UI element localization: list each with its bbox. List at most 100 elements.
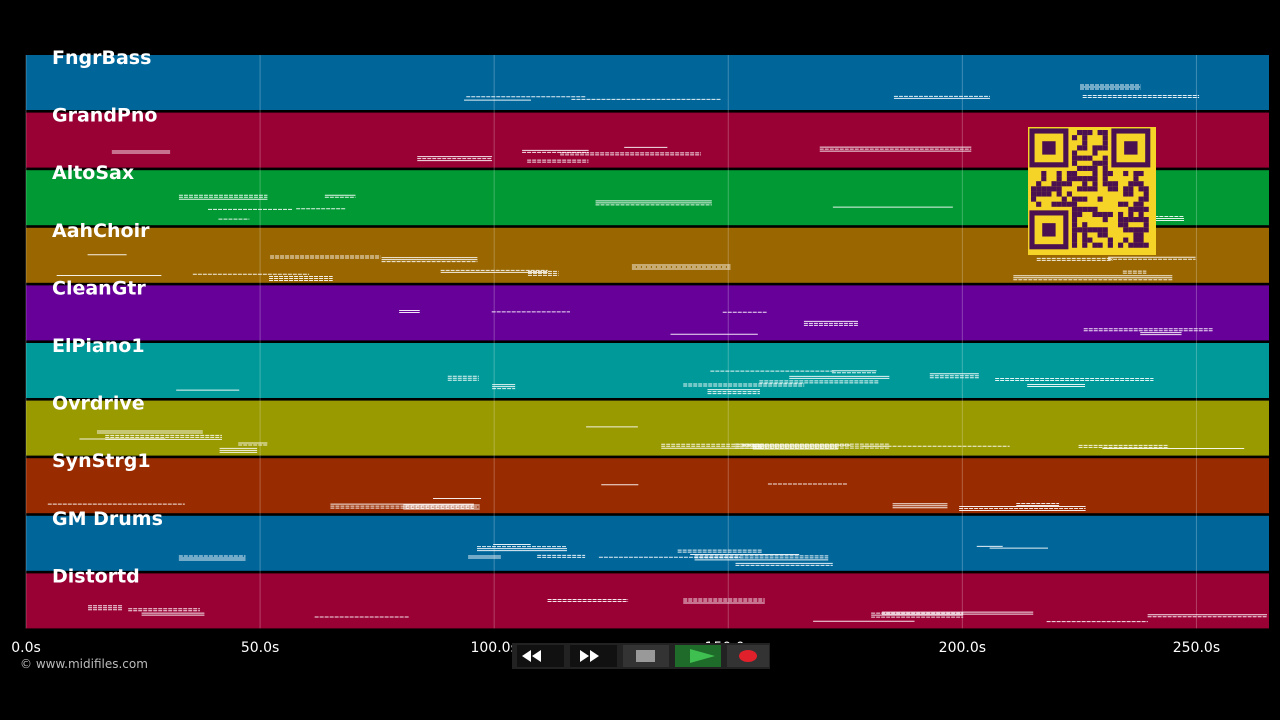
qr-cell [1041, 191, 1047, 197]
qr-cell [1123, 217, 1129, 223]
qr-cell [1102, 181, 1108, 187]
qr-cell [1077, 130, 1083, 136]
grid [25, 55, 1197, 629]
qr-cell [1128, 191, 1134, 197]
qr-cell [1036, 186, 1042, 192]
qr-cell [1138, 227, 1144, 233]
qr-cell [1128, 242, 1134, 248]
qr-cell [1087, 227, 1093, 233]
qr-cell [1097, 145, 1103, 151]
qr-cell [1128, 186, 1134, 192]
qr-cell [1143, 186, 1149, 192]
tick-label: 250.0s [1173, 640, 1220, 656]
qr-cell [1102, 140, 1108, 146]
tick-label: 0.0s [11, 640, 41, 656]
transport [512, 643, 770, 669]
qr-cell [1082, 242, 1088, 248]
qr-cell [1102, 176, 1108, 182]
qr-cell [1133, 201, 1139, 207]
qr-finder [1029, 128, 1069, 168]
qr-cell [1056, 201, 1062, 207]
qr-cell [1112, 186, 1119, 192]
qr-cell [1077, 145, 1083, 151]
qr-cell [1082, 145, 1088, 151]
qr-cell [1077, 227, 1083, 233]
qr-cell [1056, 170, 1062, 177]
qr-cell [1061, 196, 1067, 202]
qr-cell [1097, 196, 1103, 202]
qr-cell [1071, 206, 1078, 212]
qr-cell [1082, 227, 1088, 233]
play-icon [690, 649, 715, 663]
qr-cell [1071, 135, 1078, 141]
qr-cell [1082, 135, 1088, 141]
qr-cell [1123, 227, 1129, 233]
qr-cell [1133, 217, 1139, 223]
track-label: GM Drums [52, 508, 163, 530]
qr-cell [1138, 237, 1144, 243]
qr-cell [1056, 186, 1062, 192]
qr-cell [1143, 206, 1149, 212]
labels: FngrBass GrandPno AltoSax AahChoir CleanGtr E… [52, 47, 163, 587]
qr-cell [1066, 170, 1072, 177]
qr-cell [1082, 181, 1088, 187]
qr-cell [1071, 155, 1078, 161]
qr-cell [1082, 237, 1088, 243]
track-label: Distortd [52, 565, 140, 587]
qr-cell [1143, 227, 1149, 233]
qr-cell [1071, 237, 1078, 243]
rewind-icon [522, 650, 541, 662]
qr-cell [1041, 170, 1047, 177]
qr-cell [1066, 181, 1072, 187]
track-lane [26, 285, 1269, 341]
qr-cell [1097, 160, 1103, 166]
qr-cell [1071, 227, 1078, 233]
qr-cell [1092, 165, 1098, 171]
forward-button[interactable] [570, 645, 617, 667]
qr-cell [1138, 242, 1144, 248]
qr-cell [1082, 155, 1088, 161]
qr-cell [1138, 181, 1144, 187]
qr-cell [1071, 150, 1078, 156]
qr-cell [1077, 186, 1083, 192]
tick-label: 100.0s [470, 640, 517, 656]
qr-cell [1133, 206, 1139, 212]
qr-cell [1071, 211, 1078, 218]
qr-cell [1107, 211, 1113, 218]
rewind-button[interactable] [517, 645, 564, 667]
qr-cell [1118, 222, 1124, 228]
qr-cell [1087, 237, 1093, 243]
qr-cell [1041, 186, 1047, 192]
qr-cell [1138, 232, 1144, 238]
track-lane [26, 343, 1269, 398]
qr-cell [1102, 155, 1108, 161]
record-icon [739, 650, 757, 662]
track-lane [26, 400, 1269, 456]
qr-cell [1123, 222, 1129, 228]
tick-label: 200.0s [939, 640, 986, 656]
stop-button[interactable] [623, 645, 669, 667]
qr-cell [1036, 201, 1042, 207]
qr-cell [1138, 211, 1144, 218]
track-label: GrandPno [52, 105, 157, 127]
qr-cell [1066, 191, 1072, 197]
qr-cell [1143, 222, 1149, 228]
stop-icon [636, 650, 655, 662]
qr-cell [1092, 170, 1098, 177]
qr-cell [1082, 186, 1088, 192]
qr-cell [1118, 211, 1124, 218]
qr-cell [1133, 242, 1139, 248]
qr-cell [1118, 242, 1124, 248]
qr-cell [1118, 217, 1124, 223]
qr-cell [1133, 232, 1139, 238]
qr-cell [1046, 186, 1052, 192]
qr-cell [1031, 196, 1037, 202]
qr-cell [1061, 201, 1067, 207]
qr-cell [1133, 227, 1139, 233]
play-button[interactable] [675, 645, 721, 667]
qr-cell [1138, 217, 1144, 223]
record-button[interactable] [727, 645, 769, 667]
qr-cell [1082, 176, 1088, 182]
